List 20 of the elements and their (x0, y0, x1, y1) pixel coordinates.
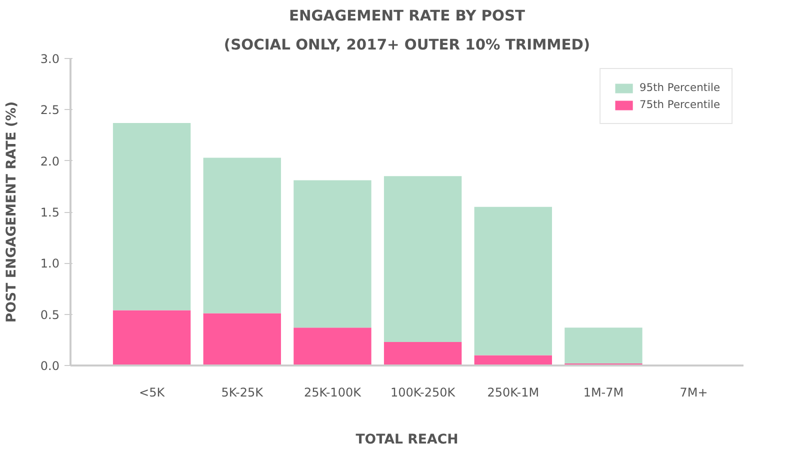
x-tick-label: 250K-1M (487, 386, 540, 400)
x-tick-label: 1M-7M (583, 386, 624, 400)
y-axis-title: POST ENGAGEMENT RATE (%) (4, 101, 20, 323)
chart-subtitle: (SOCIAL ONLY, 2017+ OUTER 10% TRIMMED) (224, 36, 590, 54)
x-tick-label: 100K-250K (390, 386, 456, 400)
x-tick-label: 7M+ (680, 386, 708, 400)
y-tick-label: 1.0 (40, 256, 60, 271)
chart-title: ENGAGEMENT RATE BY POST (288, 8, 526, 24)
y-tick-label: 0.5 (40, 308, 60, 322)
y-tick-label: 0.0 (40, 359, 60, 373)
y-tick-label: 2.5 (40, 103, 60, 118)
y-tick-label: 3.0 (40, 52, 60, 66)
legend-label: 75th Percentile (640, 98, 720, 111)
x-tick-label: <5K (139, 386, 166, 400)
x-tick-label: 25K-100K (304, 386, 362, 400)
y-tick-label: 1.5 (40, 206, 60, 220)
legend-label: 95th Percentile (640, 81, 720, 94)
x-tick-label: 5K-25K (221, 386, 264, 400)
y-tick-label: 2.0 (40, 154, 60, 168)
x-axis-title: TOTAL REACH (356, 432, 458, 448)
